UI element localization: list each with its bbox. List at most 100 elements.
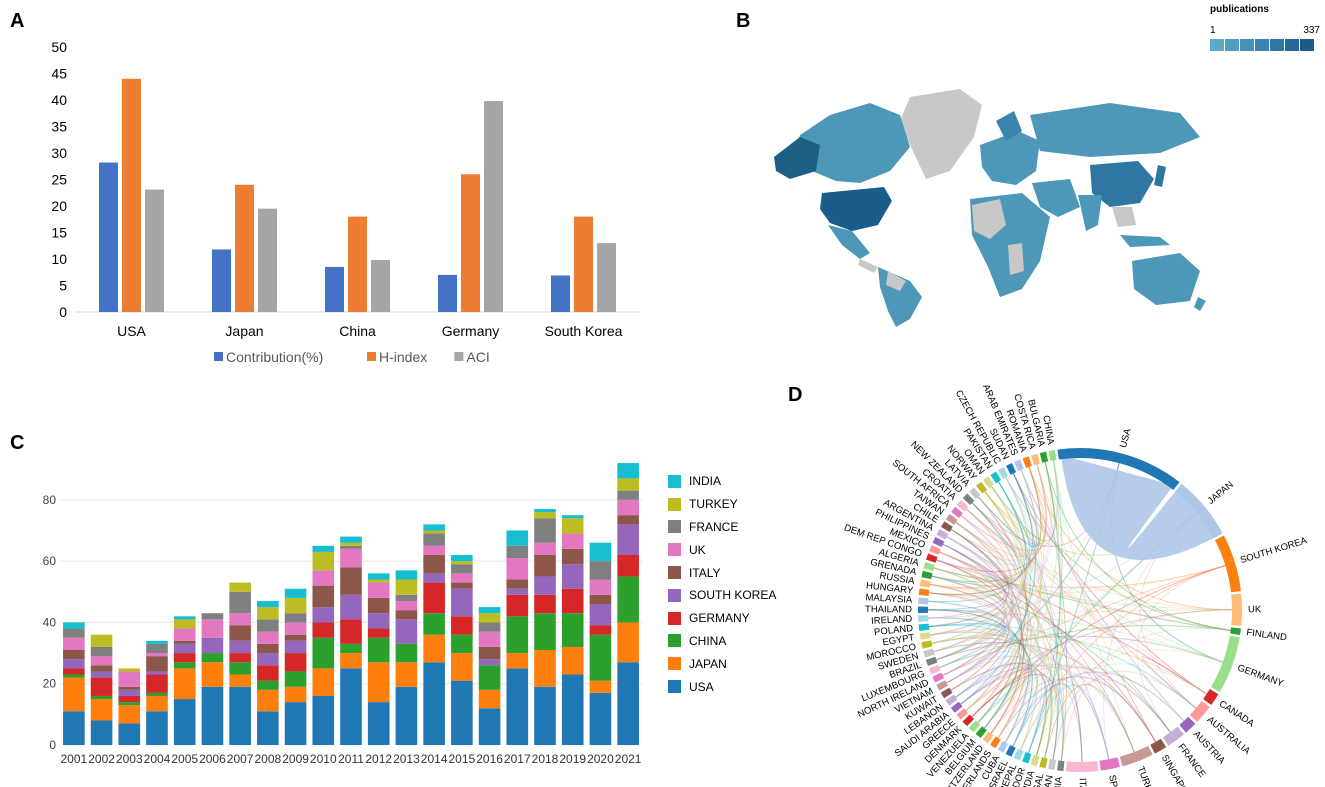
chord-arc-greece — [956, 708, 969, 720]
map-canada — [794, 103, 910, 183]
chord-link — [1018, 563, 1230, 754]
c-bar-2012-south-korea — [367, 613, 390, 629]
c-legend-swatch — [668, 497, 681, 511]
chord-link — [975, 493, 1200, 712]
chord-link — [1034, 458, 1061, 760]
map-africa-grey-2 — [1008, 243, 1024, 275]
chord-link — [988, 482, 1060, 764]
c-bar-2005-india — [173, 616, 196, 620]
chord-arc-south-korea — [1214, 535, 1241, 593]
chord-arc-finland — [1230, 627, 1241, 635]
chord-link — [926, 493, 1019, 590]
chord-link — [939, 542, 1023, 732]
c-bar-2009-japan — [284, 686, 307, 703]
chord-arc-north-ireland — [932, 672, 945, 683]
c-bar-2012-turkey — [367, 579, 390, 583]
chord-link — [924, 600, 1012, 707]
c-bar-2014-italy — [423, 555, 445, 574]
chord-arc-israel — [1005, 745, 1016, 757]
c-bar-2007-usa — [229, 686, 251, 745]
chord-link — [963, 499, 1024, 558]
chord-label-italy: ITALY — [1077, 778, 1088, 787]
c-legend-item-india: INDIA — [668, 470, 776, 493]
c-bar-2013-china — [395, 643, 418, 663]
c-bar-2012-japan — [367, 662, 390, 703]
chord-link — [927, 637, 1037, 754]
c-bar-2017-china — [506, 616, 529, 654]
c-bar-2010-italy — [312, 585, 335, 608]
c-bar-2017-italy — [506, 579, 529, 589]
map-russia — [1030, 103, 1200, 157]
chord-label-south-korea: SOUTH KOREA — [1239, 535, 1309, 566]
chord-link — [974, 674, 1046, 757]
c-bar-2008-uk — [257, 631, 279, 644]
c-bar-2021-china — [617, 576, 639, 623]
c-year-label: 2008 — [255, 752, 282, 766]
c-year-label: 2012 — [365, 752, 392, 766]
c-bar-2018-germany — [534, 594, 556, 614]
chord-link — [952, 519, 1053, 762]
chord-link — [1026, 684, 1110, 764]
c-legend-swatch — [668, 634, 681, 648]
c-bar-2016-india — [478, 607, 501, 614]
chord-link — [968, 670, 1038, 751]
c-bar-2005-south-korea — [173, 643, 196, 654]
chord-label-finland: FINLAND — [1246, 627, 1288, 643]
chord-label-hungary: HUNGARY — [865, 580, 914, 596]
c-bar-2010-china — [312, 637, 335, 669]
c-bar-2016-uk — [478, 631, 501, 647]
c-bar-2014-usa — [423, 662, 445, 745]
c-legend-swatch — [668, 566, 681, 580]
chord-arc-singapore — [1150, 738, 1167, 754]
c-year-label: 2011 — [338, 752, 364, 766]
c-bar-2005-usa — [173, 699, 196, 745]
map-south-america — [878, 267, 922, 327]
c-year-label: 2010 — [310, 752, 337, 766]
chord-arc-kuwait — [940, 687, 953, 699]
c-legend-item-turkey: TURKEY — [668, 493, 776, 516]
chord-link — [927, 473, 1030, 645]
a-bar-germany-h-index — [461, 174, 480, 312]
c-bar-2013-italy — [395, 610, 418, 620]
a-legend-label: ACI — [466, 349, 489, 365]
chord-link — [935, 650, 1031, 747]
chord-link — [924, 526, 1009, 628]
a-ytick-label: 40 — [51, 92, 67, 108]
map-landmasses — [774, 89, 1206, 327]
c-bar-2007-uk — [229, 613, 251, 626]
c-bar-2004-usa — [146, 711, 168, 745]
chord-label-serbia: SERBIA — [1050, 775, 1065, 787]
panel-label-c: C — [10, 432, 25, 454]
c-bar-2011-uk — [340, 548, 362, 568]
c-year-label: 2009 — [282, 752, 309, 766]
map-europe — [980, 131, 1040, 185]
c-bar-2019-turkey — [561, 518, 584, 534]
map-legend-max: 337 — [1303, 25, 1320, 36]
c-bar-2009-france — [284, 613, 307, 623]
c-bar-2001-france — [63, 628, 85, 638]
chord-link — [1011, 469, 1211, 697]
chord-link — [932, 506, 1016, 577]
chord-link — [926, 542, 1007, 637]
chord-arc-denmark — [962, 714, 975, 727]
c-bar-2003-germany — [118, 695, 141, 703]
chord-link — [935, 549, 1211, 697]
chord-arc-new-zealand — [962, 493, 975, 506]
chord-arc-germany — [1211, 635, 1240, 693]
c-bar-2001-usa — [63, 711, 85, 745]
c-legend-swatch — [668, 680, 681, 694]
c-bar-2008-italy — [257, 643, 279, 654]
c-legend-label: ITALY — [689, 565, 721, 580]
chord-link — [947, 663, 1083, 766]
chord-link — [968, 493, 1027, 720]
a-bar-germany-aci — [484, 101, 503, 312]
c-bar-2021-south-korea — [617, 524, 639, 555]
c-bar-2011-italy — [340, 567, 362, 595]
chord-label-germany: GERMANY — [1236, 663, 1286, 690]
chord-arc-vietnam — [936, 680, 949, 691]
c-bar-2015-france — [451, 564, 473, 574]
c-bar-2003-usa — [118, 723, 141, 745]
c-bar-2001-india — [63, 622, 85, 629]
c-bar-2006-south-korea — [201, 637, 224, 654]
c-legend-item-japan: JAPAN — [668, 652, 776, 675]
